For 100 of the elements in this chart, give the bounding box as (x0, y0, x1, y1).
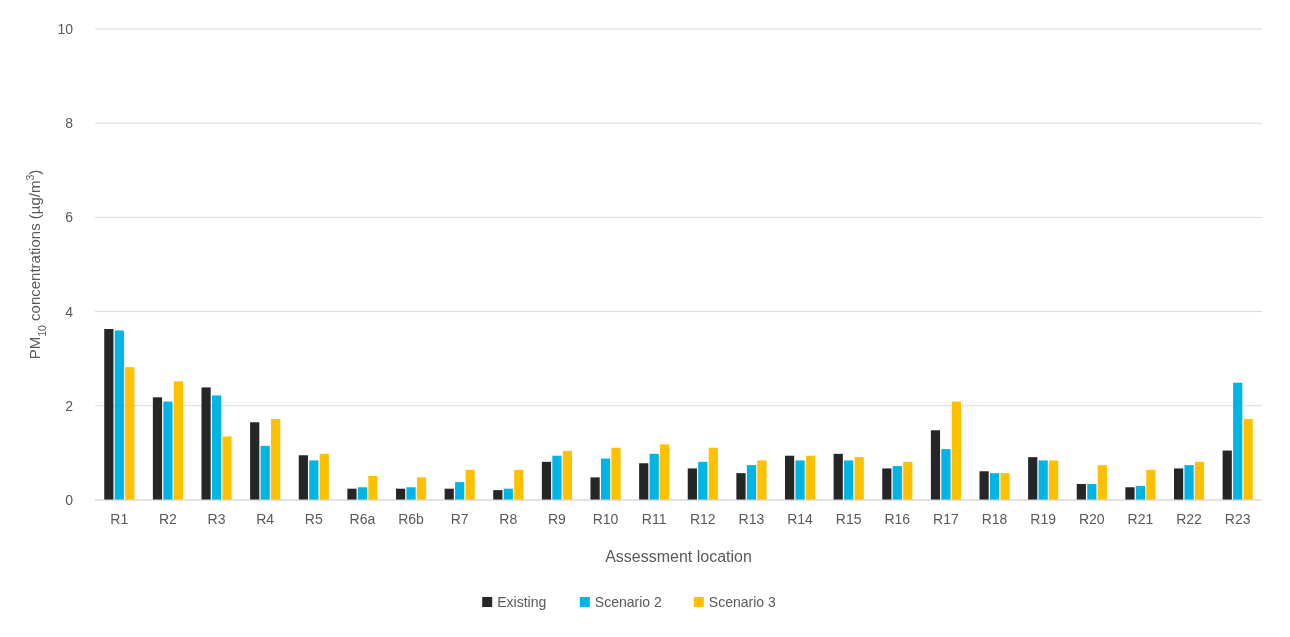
x-tick-label: R11 (641, 511, 667, 527)
bar (125, 367, 135, 500)
bar (930, 430, 941, 500)
bar (687, 468, 697, 500)
bar (1146, 469, 1156, 500)
bar (660, 444, 670, 500)
bar (989, 473, 1000, 500)
bar (639, 463, 649, 500)
bar (951, 401, 962, 500)
x-tick-label: R9 (547, 511, 567, 527)
bar (1000, 473, 1010, 500)
legend-label: Existing (497, 594, 547, 610)
bar (211, 395, 222, 500)
bar (795, 460, 805, 500)
x-tick-label: R4 (256, 511, 275, 527)
bar (319, 453, 329, 500)
y-tick-label: 2 (65, 397, 74, 414)
x-tick-label: R20 (1078, 511, 1105, 527)
x-tick-label: R12 (689, 511, 716, 527)
bar (260, 445, 270, 500)
bar (201, 387, 211, 500)
bar (892, 466, 902, 500)
x-tick-label: R15 (835, 511, 862, 527)
bar (882, 468, 892, 500)
bar (455, 482, 465, 500)
y-tick-label: 0 (65, 491, 74, 508)
bar (357, 487, 368, 500)
x-tick-label: R19 (1030, 511, 1057, 527)
bar (163, 401, 173, 500)
bar (1135, 485, 1146, 500)
x-tick-label: R6a (349, 511, 376, 527)
bar (649, 453, 659, 500)
bar (854, 457, 864, 500)
bar (1076, 483, 1086, 500)
bar (903, 461, 913, 500)
x-tick-label: R5 (304, 511, 323, 527)
bar (152, 397, 163, 500)
bar (611, 447, 621, 500)
bar (1049, 460, 1059, 500)
legend-label: Scenario 2 (594, 594, 662, 610)
bar (552, 455, 562, 500)
x-tick-label: R6b (398, 511, 425, 527)
bar (590, 477, 600, 500)
x-axis-title: Assessment location (605, 548, 752, 565)
bar (222, 436, 232, 500)
bar (1222, 450, 1232, 500)
bar (698, 461, 708, 500)
x-tick-label: R3 (207, 511, 226, 527)
bar (844, 460, 854, 500)
x-tick-label: R14 (787, 511, 814, 527)
bar (309, 460, 319, 500)
x-tick-label: R8 (499, 511, 518, 527)
bar (1087, 483, 1097, 500)
bar (941, 449, 951, 500)
y-tick-label: 10 (57, 20, 74, 37)
bar (347, 488, 357, 500)
bar (1028, 457, 1038, 500)
x-tick-label: R23 (1224, 511, 1251, 527)
bar (465, 469, 475, 500)
bar (416, 477, 427, 500)
x-tick-label: R18 (981, 511, 1008, 527)
bar (514, 469, 524, 500)
x-tick-label: R22 (1176, 511, 1203, 527)
bar (1243, 418, 1253, 500)
bar (271, 418, 281, 500)
legend-label: Scenario 3 (708, 594, 776, 610)
bar (298, 455, 308, 500)
x-tick-label: R16 (884, 511, 911, 527)
bar (1125, 487, 1135, 500)
bar (600, 458, 611, 500)
y-tick-label: 6 (65, 209, 74, 226)
bar (541, 461, 552, 500)
bar (784, 455, 795, 500)
bar (736, 473, 746, 500)
bar (1233, 382, 1243, 500)
bar (1097, 465, 1107, 500)
x-tick-label: R7 (450, 511, 469, 527)
bar (833, 453, 843, 500)
bar (104, 329, 114, 500)
bar (250, 422, 260, 500)
x-tick-label: R1 (110, 511, 129, 527)
bar (979, 471, 989, 500)
bar (562, 451, 573, 500)
bar (1038, 460, 1048, 500)
bar (114, 330, 124, 500)
bar (1194, 461, 1205, 500)
bar (406, 487, 416, 500)
bar (746, 465, 757, 500)
x-tick-label: R21 (1127, 511, 1154, 527)
bar (1173, 468, 1184, 500)
x-tick-label: R10 (592, 511, 619, 527)
x-tick-label: R17 (933, 511, 959, 527)
bar (757, 460, 767, 500)
bar (1184, 465, 1194, 500)
bar (708, 447, 718, 500)
y-tick-label: 4 (65, 303, 74, 320)
bar (805, 455, 816, 500)
x-tick-label: R13 (738, 511, 765, 527)
bar (173, 381, 184, 500)
bar (368, 475, 378, 500)
